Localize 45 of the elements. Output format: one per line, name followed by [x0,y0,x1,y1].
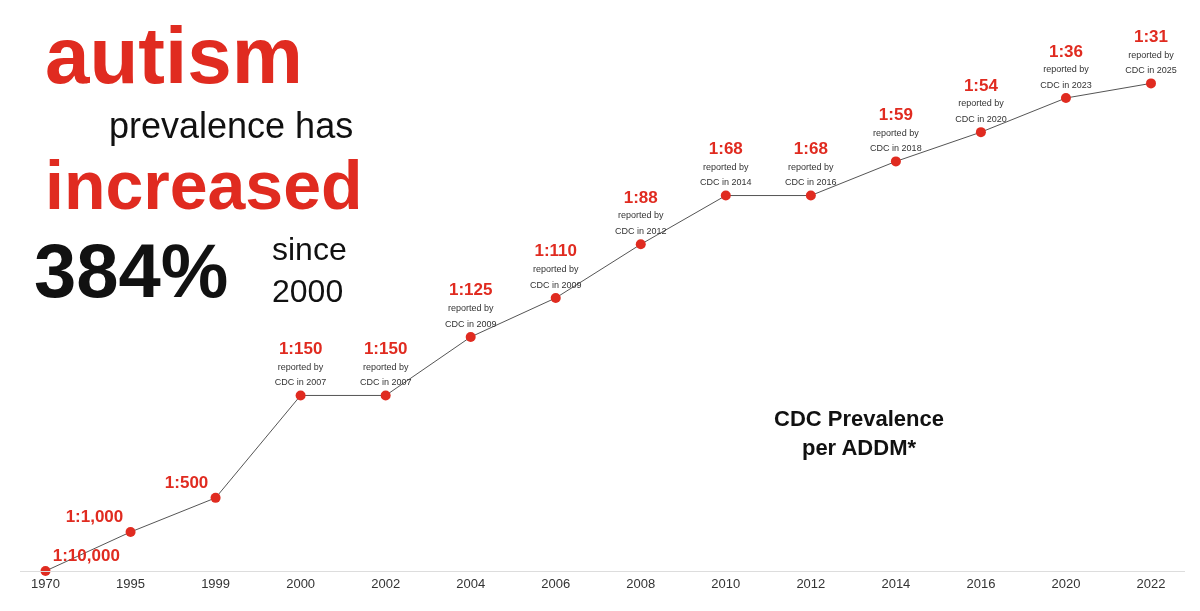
text: 1:36 reported by CDC in 2023 [1040,41,1092,90]
x-tick-label: 2004 [456,575,486,591]
text: 1:150 reported by CDC in 2007 [274,339,327,388]
x-tick-label: 2020 [1051,575,1081,591]
x-tick-label: 2008 [626,575,656,591]
text: 1:1,000 [65,506,124,526]
x-tick-label: 1995 [116,575,146,591]
x-tick-label: 2006 [541,575,571,591]
text: 1:59 reported by CDC in 2018 [870,104,922,154]
point [295,390,306,401]
text: 1:88 reported by CDC in 2012 [615,187,667,237]
text: 1:31 reported by CDC in 2025 [1125,26,1177,76]
text: 1:500 [164,472,209,492]
x-tick-label: 1999 [201,575,231,591]
point [550,292,561,303]
point [720,190,731,201]
text: 1:150 reported by CDC in 2007 [359,339,412,388]
x-tick-label: 2010 [711,575,741,591]
point [380,390,391,401]
annotation: CDC Prevalence per ADDM* [774,406,944,460]
point [805,190,816,201]
point [210,492,221,503]
x-tick-label: 2000 [286,575,316,591]
annotation: 384% [34,228,229,313]
point [125,526,136,537]
x-tick-label: 1970 [31,575,60,591]
x-tick-label: 2002 [371,575,401,591]
annotation: since 2000 [272,231,347,309]
point [465,331,476,342]
x-tick-label: 2022 [1136,575,1166,591]
annotation: autism [45,11,303,100]
text: 1:68 reported by CDC in 2016 [785,139,837,188]
point [635,239,646,250]
x-tick-label: 2016 [966,575,996,591]
point [975,127,986,138]
annotation: prevalence has [109,105,354,146]
x-tick-label: 2014 [881,575,911,591]
point [890,156,901,167]
point [1060,93,1071,104]
text: 1:54 reported by CDC in 2020 [955,75,1007,124]
x-tick-label: 2012 [796,575,826,591]
text: 1:125 reported by CDC in 2009 [444,280,497,329]
annotation: increased [45,147,363,223]
text: 1:68 reported by CDC in 2014 [700,139,752,188]
point [1145,78,1156,89]
